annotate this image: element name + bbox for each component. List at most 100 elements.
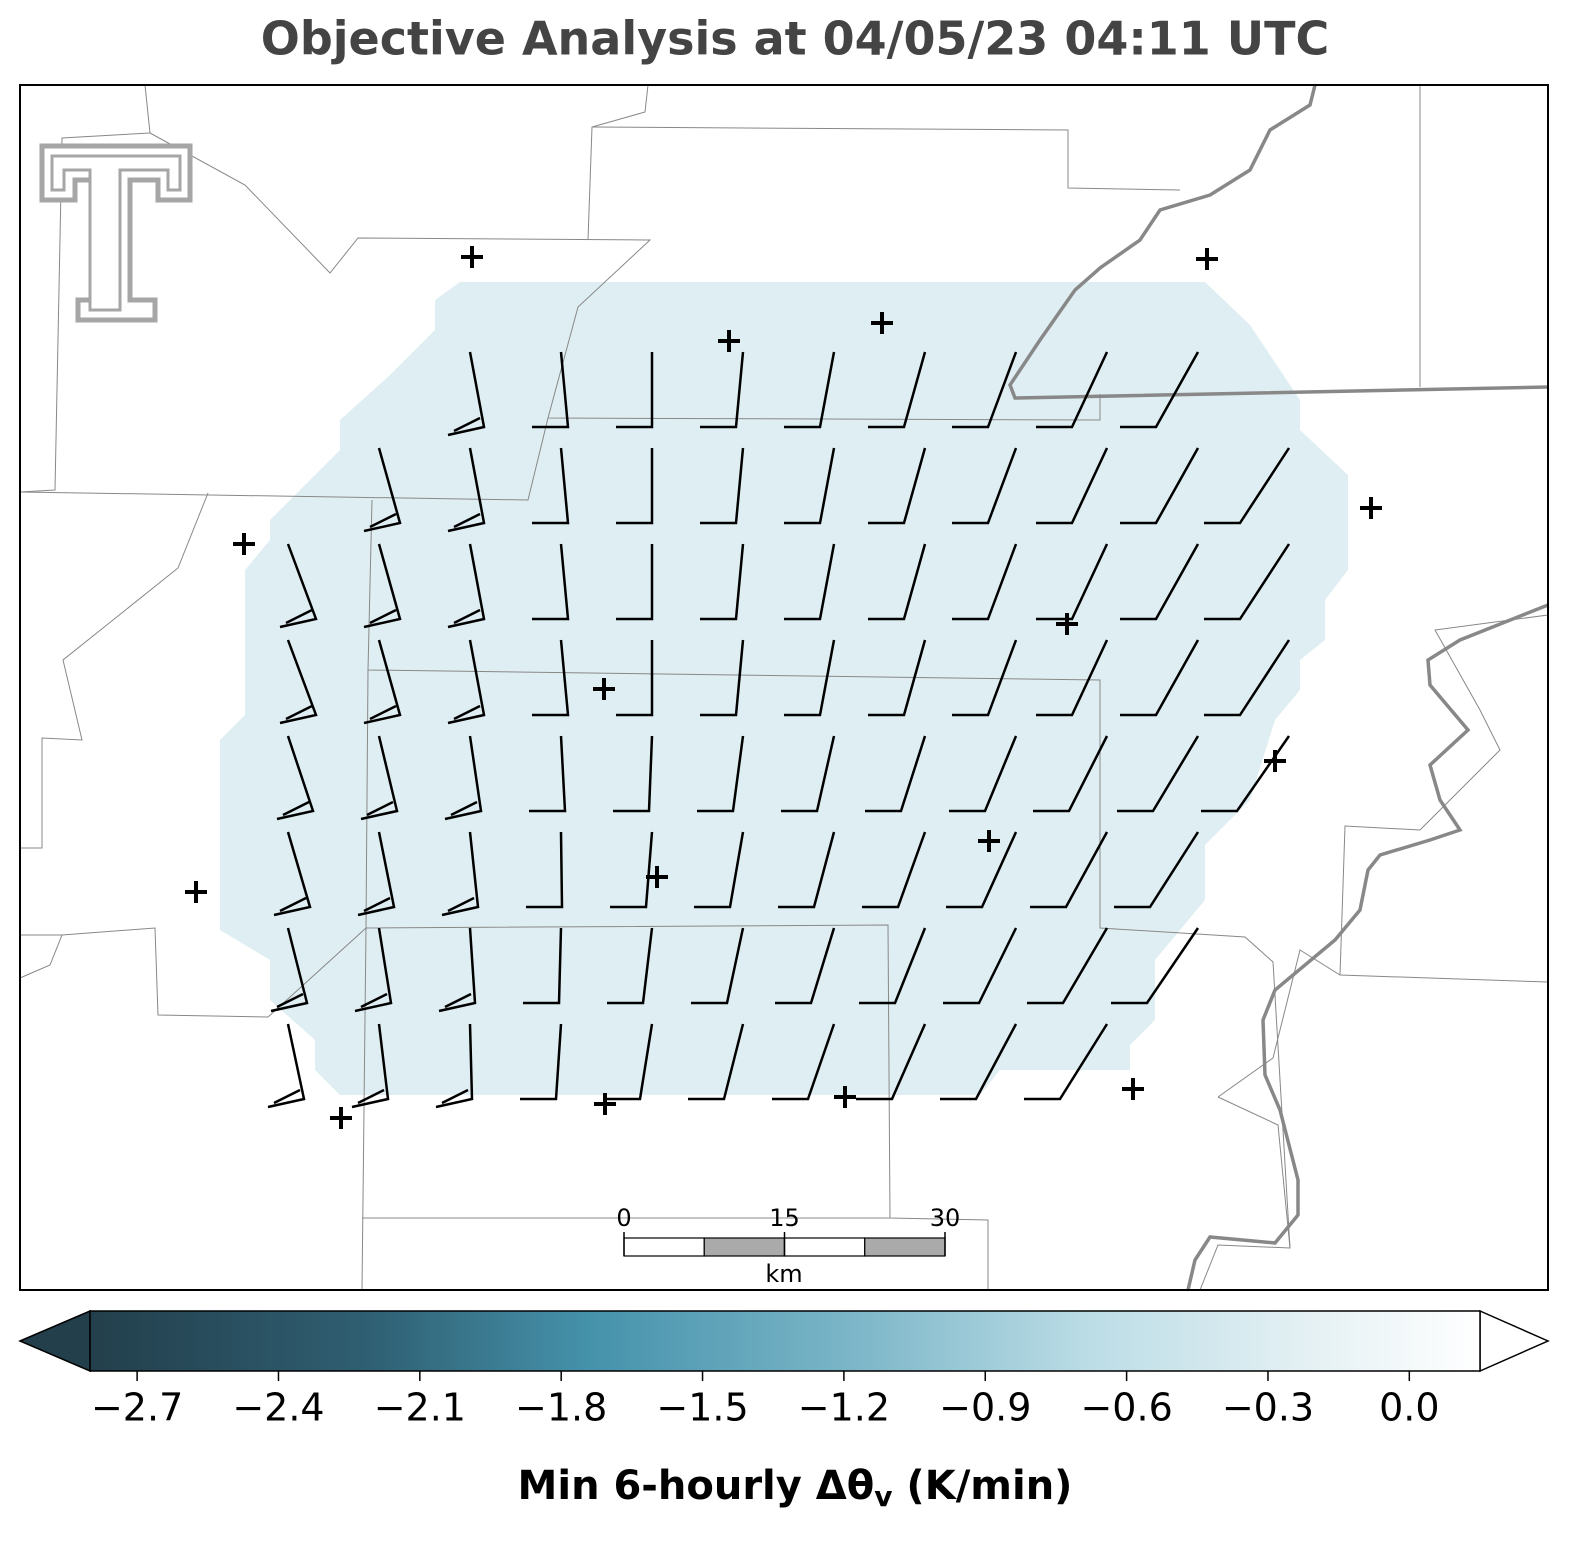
wind-barb bbox=[862, 831, 927, 909]
wind-barb bbox=[1111, 927, 1200, 1005]
wind-barb bbox=[865, 735, 927, 813]
wind-barb bbox=[447, 447, 486, 533]
wind-barb bbox=[363, 447, 402, 533]
wind-barb bbox=[700, 351, 745, 429]
station bbox=[593, 678, 615, 700]
colorbar-extend-high bbox=[1479, 1309, 1550, 1373]
wind-barb bbox=[276, 735, 315, 821]
station bbox=[1264, 750, 1286, 772]
wind-barb bbox=[1204, 543, 1291, 621]
wind-barb bbox=[778, 831, 836, 909]
station bbox=[233, 533, 255, 555]
wind-barb bbox=[532, 351, 570, 429]
station bbox=[1196, 248, 1218, 270]
wind-barb bbox=[688, 1023, 745, 1101]
colorbar-tick-label: −2.1 bbox=[374, 1386, 466, 1430]
station bbox=[1056, 613, 1078, 635]
wind-barb bbox=[694, 831, 745, 909]
wind-barb bbox=[523, 927, 563, 1005]
wind-barb bbox=[1120, 543, 1200, 621]
wind-barb bbox=[700, 447, 745, 525]
station bbox=[185, 881, 207, 903]
wind-barb bbox=[441, 831, 480, 917]
wind-barbs bbox=[267, 351, 1291, 1109]
wind-barb bbox=[616, 640, 654, 717]
wind-barb bbox=[868, 639, 927, 717]
wind-barb bbox=[447, 543, 486, 629]
station bbox=[834, 1086, 856, 1108]
colorbar-tick-label: −1.5 bbox=[656, 1386, 748, 1430]
wind-barb bbox=[616, 448, 654, 525]
wind-barb bbox=[1120, 351, 1200, 429]
colorbar-tick-label: −0.3 bbox=[1222, 1386, 1314, 1430]
wind-barb bbox=[700, 543, 745, 621]
wind-barb bbox=[438, 927, 477, 1013]
colorbar-tick-label: −2.7 bbox=[91, 1386, 183, 1430]
wind-barb bbox=[532, 543, 570, 621]
wind-barb bbox=[784, 447, 836, 525]
scale-segment bbox=[623, 1237, 705, 1257]
map-frame bbox=[19, 84, 1549, 1291]
wind-barb bbox=[1036, 351, 1109, 429]
wind-barb bbox=[270, 927, 309, 1013]
wind-barb bbox=[940, 1023, 1018, 1101]
scale-tick-label: 30 bbox=[930, 1204, 961, 1232]
wind-barb bbox=[616, 352, 654, 429]
colorbar-tick-label: −0.6 bbox=[1080, 1386, 1172, 1430]
wind-barb bbox=[1030, 831, 1109, 909]
wind-barb bbox=[784, 639, 836, 717]
scale-bar: km 0 15 30 bbox=[616, 1204, 960, 1288]
wind-barb bbox=[691, 927, 745, 1005]
wind-barb bbox=[267, 1023, 306, 1109]
wind-barb bbox=[357, 831, 396, 917]
title: Objective Analysis at 04/05/23 04:11 UTC bbox=[261, 12, 1330, 66]
station bbox=[718, 330, 740, 352]
wind-barb bbox=[1204, 639, 1291, 717]
wind-barb bbox=[1120, 639, 1200, 717]
colorbar-label-sub: v bbox=[874, 1480, 892, 1513]
wind-barb bbox=[859, 927, 927, 1005]
wind-barb bbox=[700, 639, 745, 717]
wind-barb bbox=[279, 639, 318, 725]
county-lines bbox=[19, 84, 1549, 1291]
wind-barb bbox=[610, 831, 654, 909]
colorbar-bar bbox=[89, 1310, 1481, 1372]
station bbox=[871, 312, 893, 334]
wind-barb bbox=[949, 735, 1018, 813]
wind-barb bbox=[1117, 735, 1200, 813]
station bbox=[978, 830, 1000, 852]
logo bbox=[39, 143, 193, 323]
wind-barb bbox=[868, 543, 927, 621]
map: km 0 15 30 bbox=[19, 84, 1549, 1291]
colorbar: Min 6-hourly Δθv (K/min) −2.7 −2.4 −2.1 −1.… bbox=[18, 1309, 1550, 1513]
wind-barb bbox=[868, 447, 927, 525]
wind-barb bbox=[1024, 1023, 1109, 1101]
wind-barb bbox=[279, 543, 318, 629]
wind-barb bbox=[435, 1023, 474, 1109]
wind-barb bbox=[952, 447, 1018, 525]
scale-tick-label: 15 bbox=[769, 1204, 800, 1232]
colorbar-tick-label: −0.9 bbox=[939, 1386, 1031, 1430]
colorbar-tick-label: −2.4 bbox=[232, 1386, 324, 1430]
colorbar-tick-label: −1.8 bbox=[515, 1386, 607, 1430]
wind-barb bbox=[1204, 447, 1291, 525]
wind-barb bbox=[781, 735, 836, 813]
station bbox=[594, 1093, 616, 1115]
wind-barb bbox=[1114, 831, 1200, 909]
wind-barb bbox=[520, 1023, 563, 1101]
scale-tick-label: 0 bbox=[616, 1204, 631, 1232]
wind-barb bbox=[532, 447, 570, 525]
wind-barb bbox=[943, 927, 1018, 1005]
station bbox=[1360, 497, 1382, 519]
wind-barb bbox=[363, 639, 402, 725]
wind-barb bbox=[616, 544, 654, 621]
station bbox=[1122, 1078, 1144, 1100]
colorbar-label-main: Min 6-hourly Δθ bbox=[518, 1463, 875, 1509]
wind-barb bbox=[784, 543, 836, 621]
wind-barb bbox=[351, 1023, 390, 1109]
wind-barb bbox=[607, 927, 654, 1005]
stations bbox=[185, 246, 1382, 1129]
wind-barb bbox=[604, 1023, 654, 1101]
wind-barb bbox=[444, 735, 483, 821]
wind-barb bbox=[354, 927, 393, 1013]
